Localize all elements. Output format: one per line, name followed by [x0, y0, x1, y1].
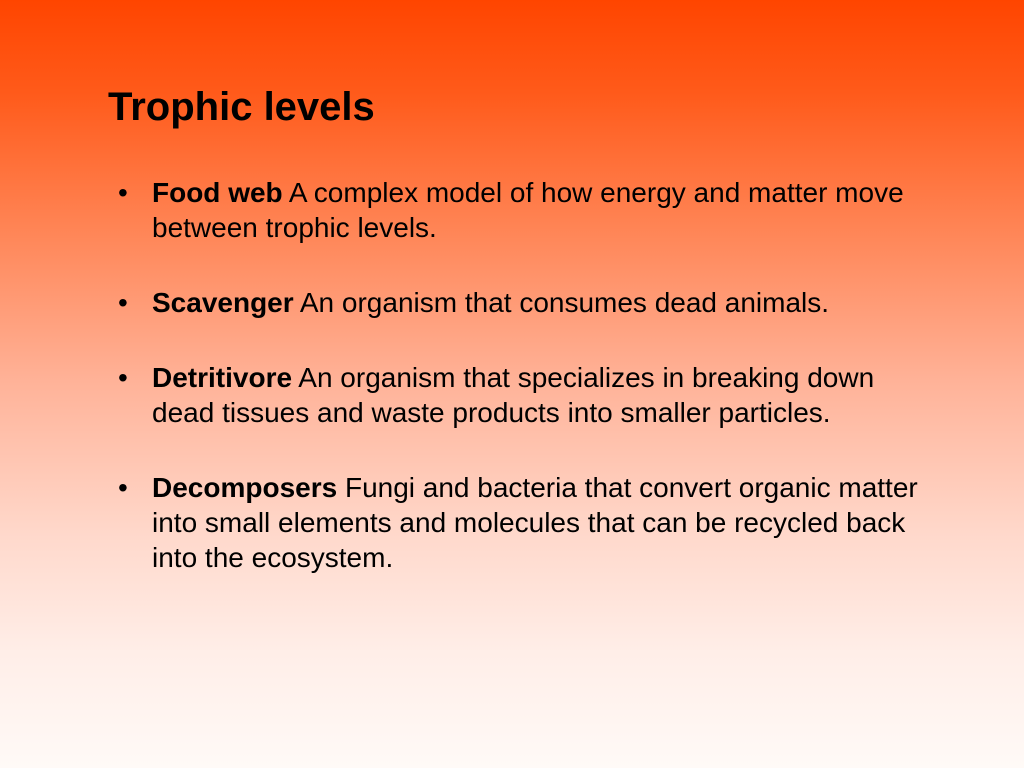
bullet-icon: • — [108, 175, 152, 210]
slide: Trophic levels • Food web A complex mode… — [0, 0, 1024, 768]
bullet-icon: • — [108, 285, 152, 320]
list-item-text: Detritivore An organism that specializes… — [152, 360, 934, 430]
list-item: • Food web A complex model of how energy… — [108, 175, 934, 245]
term: Food web — [152, 177, 283, 208]
bullet-icon: • — [108, 470, 152, 505]
list-item-text: Food web A complex model of how energy a… — [152, 175, 934, 245]
list-item: • Decomposers Fungi and bacteria that co… — [108, 470, 934, 575]
list-item: • Detritivore An organism that specializ… — [108, 360, 934, 430]
list-item-text: Scavenger An organism that consumes dead… — [152, 285, 934, 320]
definition: An organism that consumes dead animals. — [294, 287, 829, 318]
term: Decomposers — [152, 472, 337, 503]
slide-content: • Food web A complex model of how energy… — [108, 175, 934, 615]
term: Scavenger — [152, 287, 294, 318]
bullet-icon: • — [108, 360, 152, 395]
list-item-text: Decomposers Fungi and bacteria that conv… — [152, 470, 934, 575]
list-item: • Scavenger An organism that consumes de… — [108, 285, 934, 320]
slide-title: Trophic levels — [108, 85, 375, 130]
term: Detritivore — [152, 362, 292, 393]
